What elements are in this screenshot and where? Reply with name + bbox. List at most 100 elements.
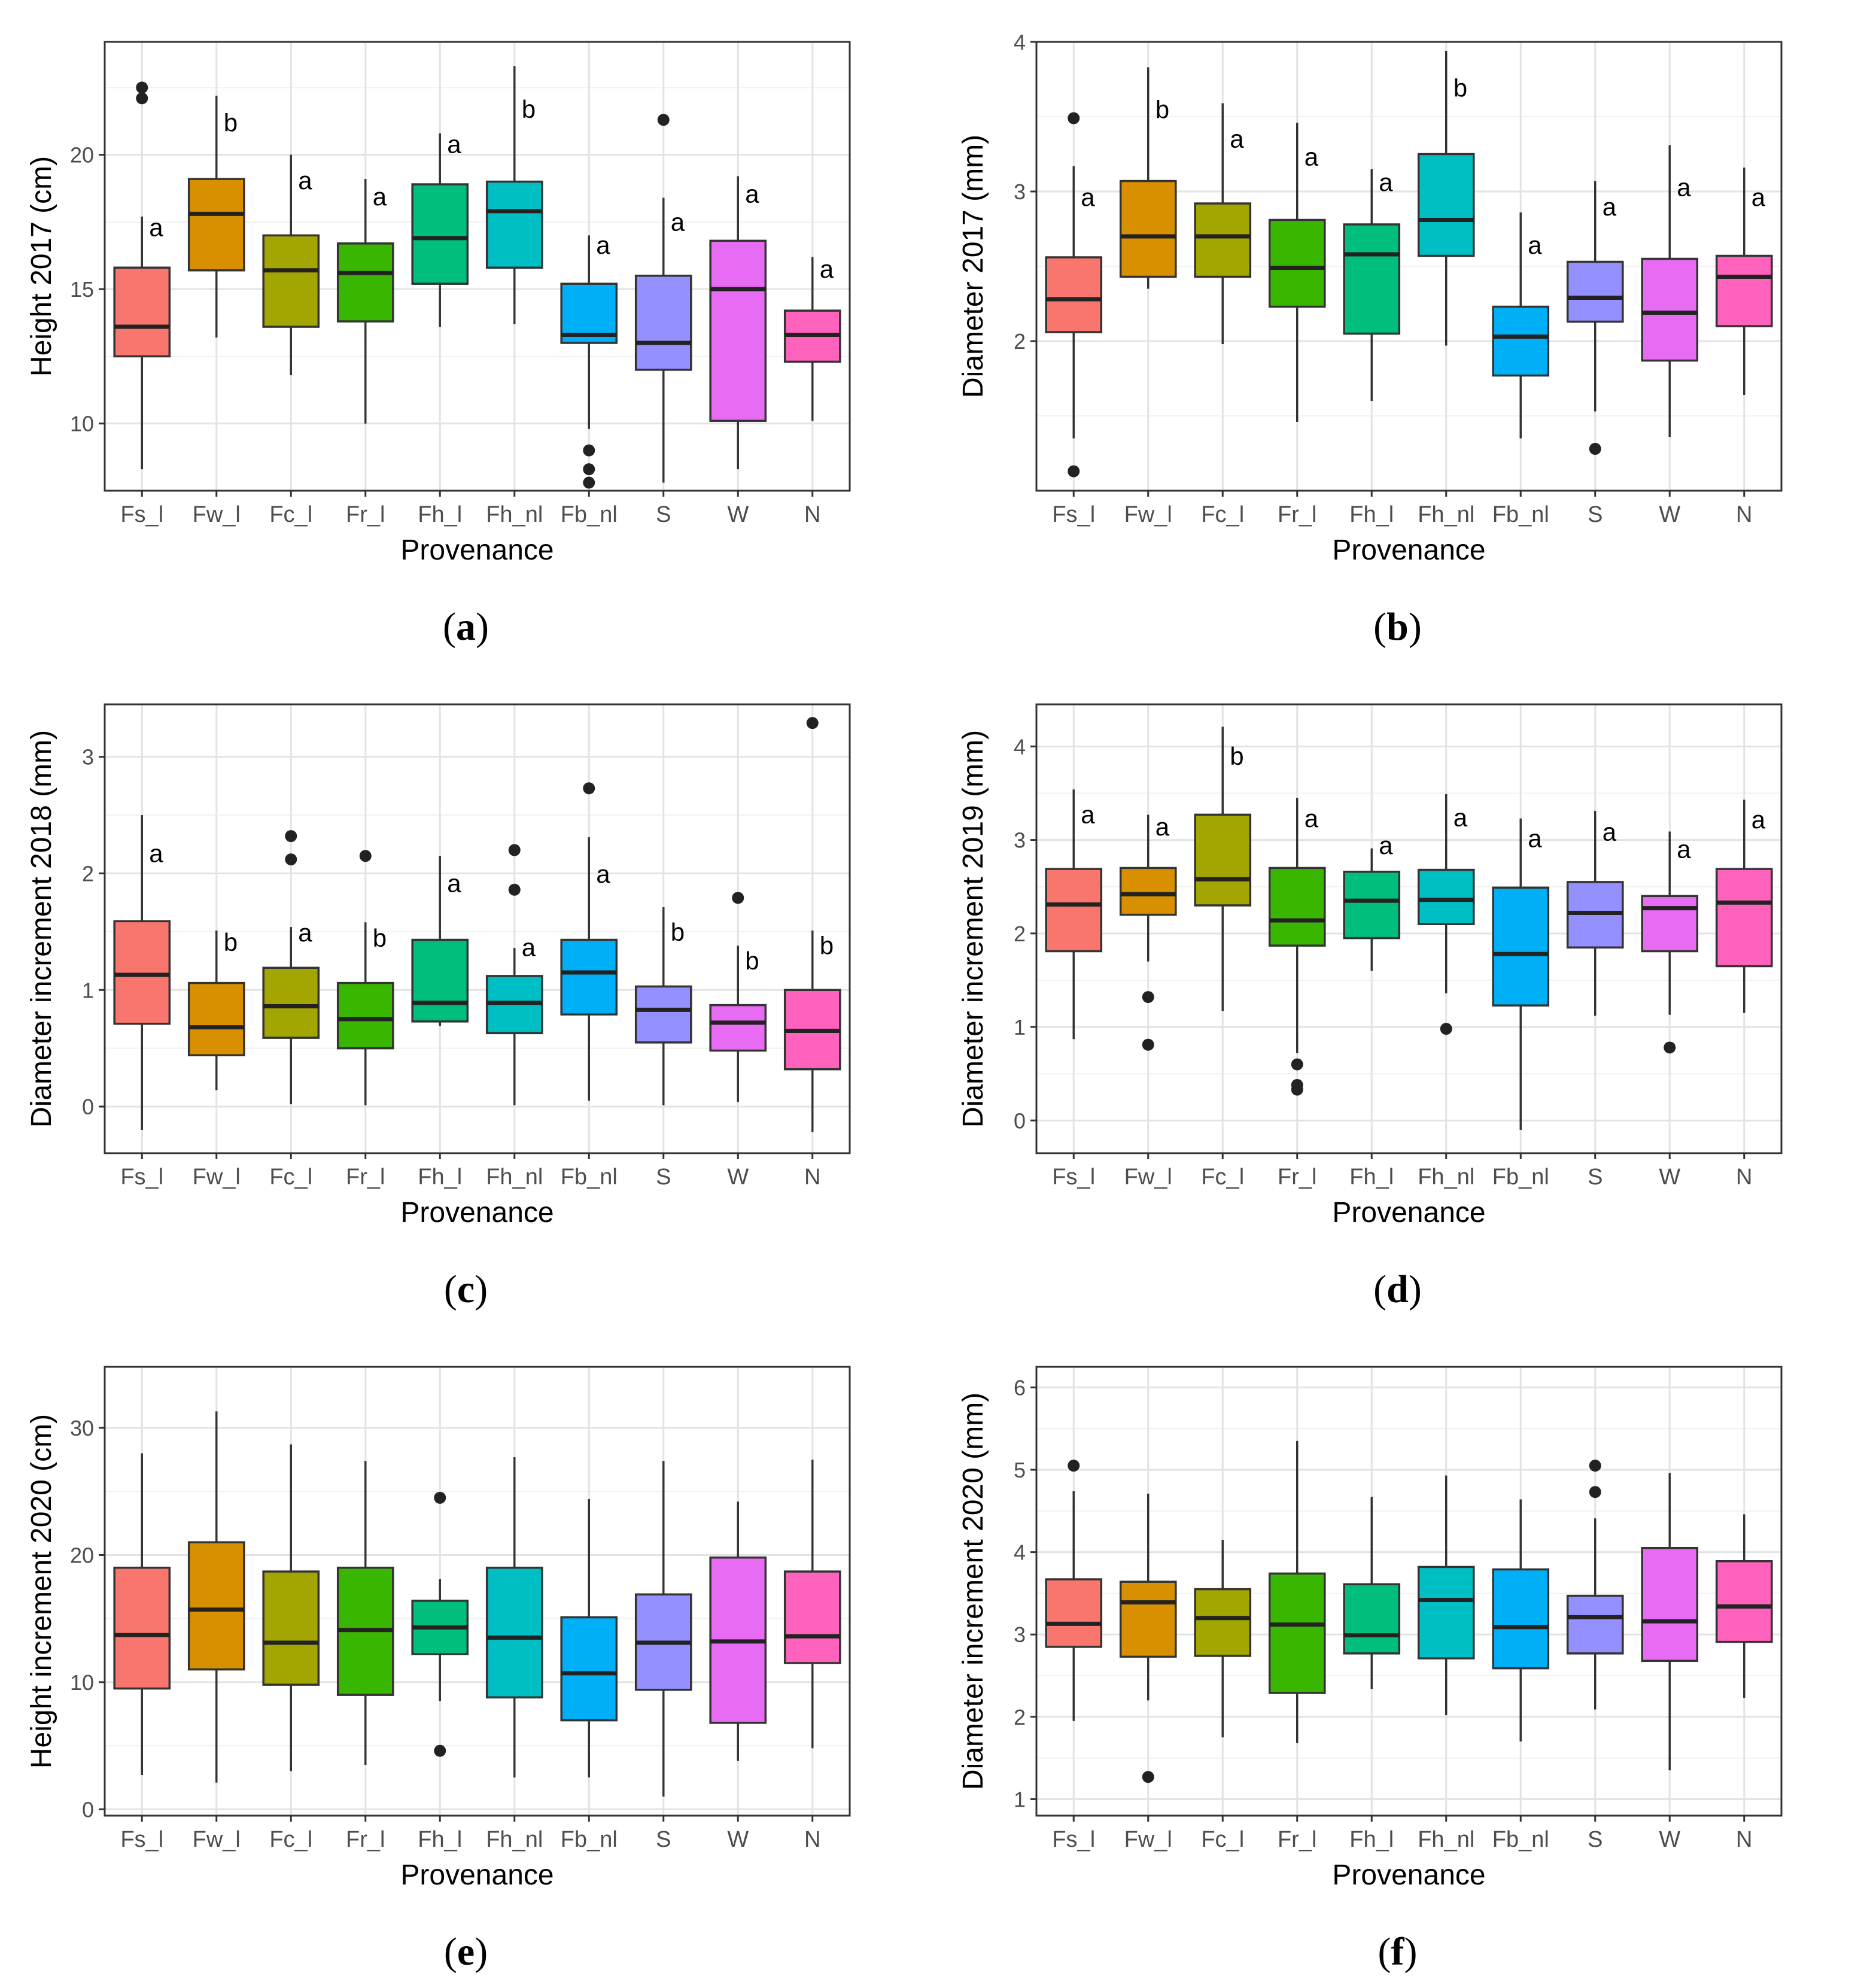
box-S: a [1566,811,1624,1016]
outlier-point [434,1744,446,1757]
box-body [262,966,320,1039]
x-tick-label: Fs_l [120,1165,163,1190]
box-Fs_l [113,1453,171,1776]
box-Fh_nl [1417,1475,1475,1716]
significance-letter: b [671,918,685,946]
x-tick-label: Fr_l [346,502,385,527]
y-tick-label: 3 [1014,1622,1026,1647]
y-tick-label: 10 [70,1670,94,1695]
box-N: b [783,717,841,1132]
box-Fr_l [1268,1440,1326,1743]
x-tick-label: N [804,502,820,527]
significance-letter: a [447,869,461,897]
significance-letter: b [1156,96,1169,124]
box-body [1492,305,1550,377]
significance-letter: b [1230,742,1243,770]
outlier-point [1291,1058,1303,1071]
box-Fb_nl: a [560,231,618,489]
outlier-point [1589,1486,1601,1498]
box-Fw_l: b [187,95,245,338]
x-axis: Fs_l Fw_l Fc_l Fr_l Fh_l Fh_nl Fb_nl S W N [1052,491,1752,527]
x-tick-label: S [656,1827,671,1852]
box-body [411,938,469,1023]
x-axis: Fs_l Fw_l Fc_l Fr_l Fh_l Fh_nl Fb_nl S W N [1052,1816,1752,1852]
significance-letter: a [1305,142,1319,171]
significance-letter: a [1379,831,1393,859]
caption-c: (c) [443,1267,488,1311]
chart-panel-b: a b a a a b a a a a 2 3 4 Fs_l Fw_l Fc_l Fr_l Fh_l Fh_nl Fb… [932,0,1863,662]
box-Fc_l [262,1444,320,1771]
box-Fb_nl: a [1492,818,1550,1130]
box-body [1343,870,1401,940]
box-body [783,1570,841,1664]
y-tick-label: 1 [82,978,94,1002]
x-tick-label: Fc_l [1201,502,1244,527]
x-tick-label: Fr_l [1278,1165,1316,1190]
significance-letter: b [522,95,536,123]
y-tick-label: 0 [1014,1108,1026,1133]
y-axis-title: Diameter increment 2020 (mm) [957,1393,989,1790]
y-axis-title: Diameter increment 2018 (mm) [26,730,57,1127]
x-tick-label: Fs_l [120,502,163,527]
significance-letter: a [1603,818,1617,846]
x-tick-label: Fb_nl [1492,1827,1549,1852]
significance-letter: b [820,932,834,960]
y-axis: 1 2 3 4 5 6 [1014,1375,1036,1811]
box-body [187,1541,245,1671]
box-body [709,1004,767,1052]
outlier-point [806,717,819,729]
outlier-point [508,844,521,856]
outlier-point [732,892,744,904]
plot-area [105,704,850,1153]
box-S: b [634,907,692,1106]
box-Fw_l [1119,1493,1177,1783]
y-axis-title: Height increment 2020 (cm) [26,1414,57,1768]
significance-letter: a [522,934,536,962]
chart-panel-c: a b a b a a a b b b 0 1 2 3 Fs_l Fw_l Fc_l Fr_l Fh_l Fh_nl F… [0,662,932,1325]
box-body [709,239,767,422]
outlier-point [583,782,595,795]
y-axis: 0 1 2 3 [82,745,105,1119]
x-tick-label: Fc_l [269,1827,312,1852]
box-body [336,242,394,323]
significance-letter: b [224,928,238,956]
x-tick-label: Fr_l [346,1165,385,1190]
box-Fb_nl: a [560,782,618,1101]
box-body [634,985,692,1044]
x-axis-title: Provenance [400,1197,554,1229]
box-Fh_l: a [411,130,469,327]
box-Fh_l: a [1343,831,1401,971]
x-axis: Fs_l Fw_l Fc_l Fr_l Fh_l Fh_nl Fb_nl S W N [120,491,820,527]
box-W: a [1641,145,1699,437]
box-body [1492,1568,1550,1670]
y-tick-label: 5 [1014,1458,1026,1482]
x-tick-label: W [727,1827,749,1852]
significance-letter: a [671,208,685,236]
box-body [485,1566,543,1699]
y-axis-title: Diameter 2017 (mm) [957,135,989,398]
significance-letter: a [820,255,834,283]
x-tick-label: Fc_l [269,502,312,527]
box-W [1641,1473,1699,1771]
x-tick-label: W [727,1165,749,1190]
x-tick-label: N [804,1827,820,1852]
box-body [1641,257,1699,362]
box-N: a [1715,168,1773,395]
significance-letter: a [745,180,759,208]
box-body [262,234,320,328]
box-Fb_nl [1492,1499,1550,1742]
x-tick-label: Fw_l [193,1827,241,1852]
significance-letter: a [149,214,163,242]
x-tick-label: Fh_l [418,1827,462,1852]
box-Fh_l [1343,1497,1401,1689]
box-body [1417,1566,1475,1659]
y-tick-label: 3 [1014,180,1026,204]
y-tick-label: 0 [82,1797,94,1822]
x-tick-label: N [1736,502,1752,527]
box-body [634,274,692,371]
x-tick-label: N [1736,1827,1752,1852]
box-body [1268,1572,1326,1694]
box-S [634,1461,692,1797]
y-tick-label: 2 [82,861,94,886]
caption-f: (f) [1378,1930,1418,1974]
